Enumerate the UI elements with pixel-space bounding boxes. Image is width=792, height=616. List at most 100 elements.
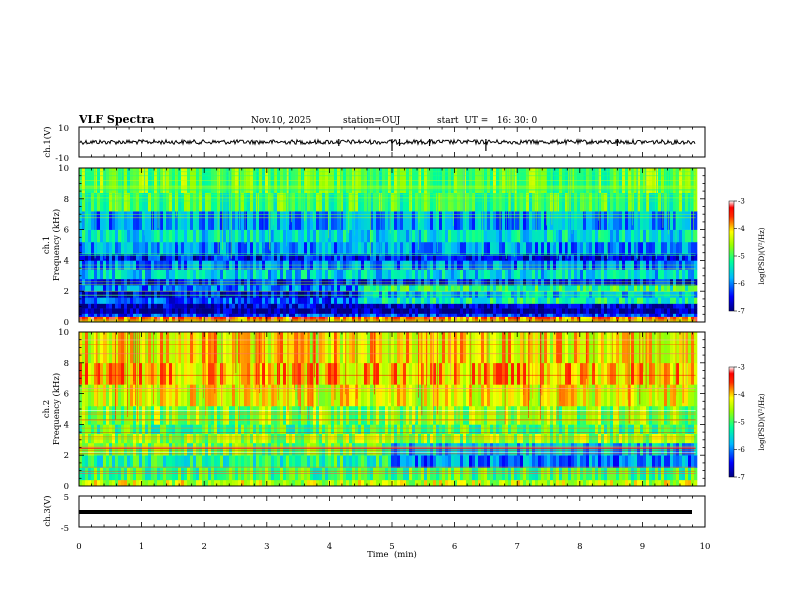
frequency-tick-label: 6 [64,226,69,236]
spectrogram-cell [181,291,184,297]
spectrogram-cell [601,308,604,314]
spectrogram-cell [382,211,385,230]
spectrogram-cell [652,211,655,230]
spectrogram-cell [334,242,337,255]
spectrogram-cell [187,297,190,303]
spectrogram-cell [499,434,502,444]
spectrogram-cell [280,285,283,291]
spectrogram-cell [673,242,676,255]
spectrogram-cell [229,242,232,255]
spectrogram-cell [493,480,496,486]
spectrogram-cell [400,270,403,280]
spectrogram-cell [310,211,313,230]
spectrogram-cell [169,297,172,303]
spectrogram-cell [427,242,430,255]
spectrogram-cell [424,434,427,444]
spectrogram-cell [295,434,298,444]
spectrogram-cell [586,308,589,314]
spectrogram-cell [118,242,121,255]
spectrogram-cell [526,242,529,255]
spectrogram-cell [106,297,109,303]
spectrogram-cell [100,230,103,243]
spectrogram-cell [214,434,217,444]
spectrogram-cell [226,308,229,314]
spectrogram-cell [112,291,115,297]
spectrogram-cell [478,211,481,230]
spectrogram-cell [562,314,565,317]
spectrogram-cell [643,434,646,444]
spectrogram-cell [640,480,643,486]
spectrogram-cell [379,304,382,309]
spectrogram-cell [172,285,175,291]
spectrogram-cell [538,480,541,486]
spectrogram-cell [499,480,502,486]
spectrogram-cell [367,291,370,297]
spectrogram-cell [412,230,415,243]
spectrogram-cell [529,297,532,303]
spectrogram-cell [508,285,511,291]
spectrogram-cell [349,211,352,230]
spectrogram-cell [334,270,337,280]
spectrogram-cell [445,455,448,468]
spectrogram-cell [664,455,667,468]
spectrogram-cell [358,304,361,309]
spectrogram-cell [157,291,160,297]
spectrogram-cell [223,285,226,291]
header-station: station=OUJ [343,116,401,126]
spectrogram-cell [454,297,457,303]
spectrogram-cell [574,480,577,486]
spectrogram-cell [244,455,247,468]
spectrogram-cell [652,270,655,280]
spectrogram-cell [550,480,553,486]
spectrogram-cell [679,308,682,314]
spectrogram-cell [127,480,130,486]
spectrogram-cell [241,193,244,212]
spectrogram-cell [589,434,592,444]
spectrogram-cell [277,291,280,297]
spectrogram-cell [91,193,94,212]
spectrogram-cell [151,242,154,255]
spectrogram-cell [586,304,589,309]
spectrogram-cell [121,285,124,291]
spectrogram-cell [445,270,448,280]
spectrogram-cell [223,314,226,317]
spectrogram-cell [331,304,334,309]
spectrogram-cell [430,211,433,230]
spectrogram-cell [685,455,688,468]
spectrogram-cell [175,308,178,314]
spectrogram-cell [685,304,688,309]
spectrogram-cell [604,230,607,243]
spectrogram-cell [649,193,652,212]
spectrogram-cell [151,297,154,303]
spectrogram-cell [445,480,448,486]
spectrogram-cell [196,211,199,230]
spectrogram-cell [613,434,616,444]
spectrogram-cell [646,230,649,243]
spectrogram-cell [622,230,625,243]
spectrogram-cell [346,314,349,317]
spectrogram-cell [511,480,514,486]
spectrogram-cell [139,304,142,309]
spectrogram-cell [364,285,367,291]
spectrogram-cell [331,230,334,243]
spectrogram-cell [676,308,679,314]
spectrogram-cell [559,291,562,297]
spectrogram-cell [430,304,433,309]
spectrogram-cell [322,211,325,230]
spectrogram-cell [616,291,619,297]
spectrogram-cell [154,308,157,314]
spectrogram-cell [370,285,373,291]
spectrogram-cell [316,304,319,309]
spectrogram-cell [337,434,340,444]
spectrogram-cell [616,211,619,230]
spectrogram-cell [211,242,214,255]
spectrogram-cell [640,308,643,314]
spectrogram-cell [241,314,244,317]
spectrogram-cell [589,211,592,230]
spectrogram-cell [487,308,490,314]
spectrogram-cell [193,455,196,468]
spectrogram-cell [100,291,103,297]
spectrogram-cell [439,304,442,309]
spectrogram-cell [241,406,244,425]
spectrogram-cell [241,455,244,468]
